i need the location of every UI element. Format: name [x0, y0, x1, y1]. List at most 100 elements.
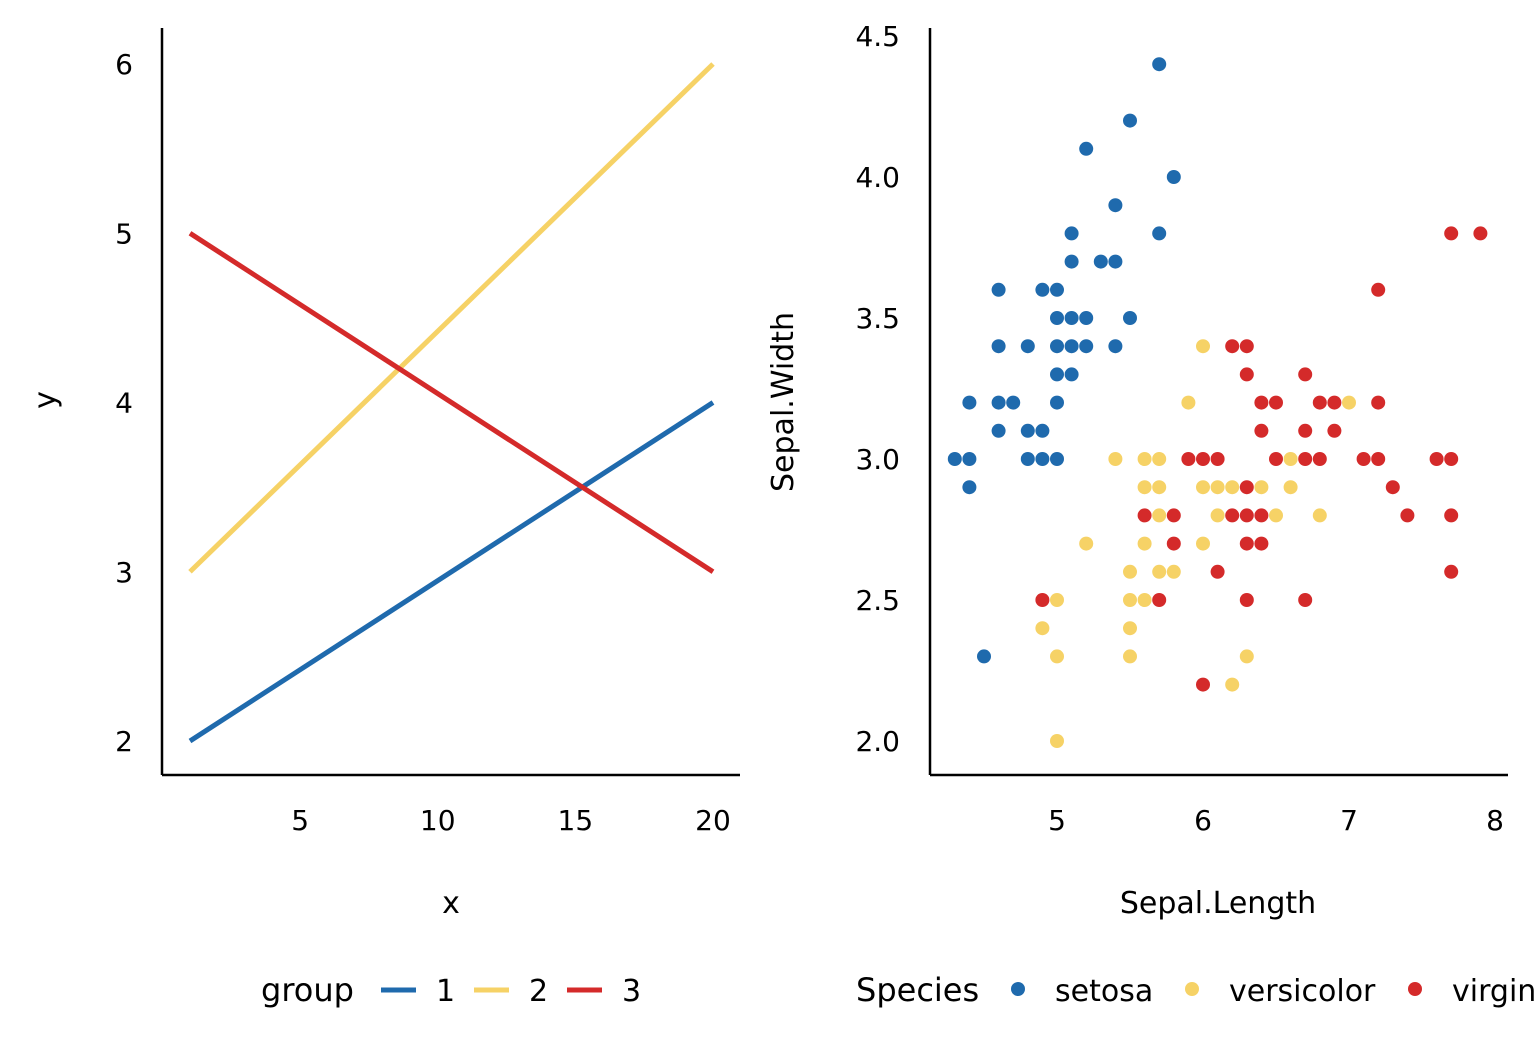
scatter-point-versicolor — [1123, 649, 1137, 664]
scatter-point-versicolor — [1079, 536, 1094, 551]
scatter-point-setosa — [1108, 254, 1123, 269]
scatter-point-setosa — [1108, 198, 1123, 213]
scatter-point-virgin — [1444, 226, 1459, 241]
scatter-point-versicolor — [1137, 480, 1152, 495]
scatter-point-setosa — [1006, 395, 1021, 410]
left-x-axis-label: x — [442, 886, 460, 921]
scatter-point-setosa — [991, 282, 1006, 297]
line-series-1 — [188, 400, 715, 744]
scatter-point-versicolor — [1152, 452, 1167, 466]
scatter-point-virgin — [1444, 564, 1459, 579]
scatter-point-versicolor — [1123, 593, 1137, 607]
scatter-point-virgin — [1269, 452, 1283, 466]
scatter-point-setosa — [1064, 339, 1079, 354]
right-y-tick-label: 2.5 — [855, 584, 900, 617]
scatter-point-virgin — [1327, 423, 1342, 438]
scatter-point-versicolor — [1239, 649, 1254, 664]
scatter-point-setosa — [1050, 367, 1064, 382]
scatter-point-setosa — [1064, 367, 1079, 382]
scatter-point-setosa — [1079, 311, 1094, 325]
scatter-point-versicolor — [1050, 649, 1064, 664]
scatter-point-virgin — [1444, 508, 1459, 523]
right-x-tick-label: 8 — [1486, 804, 1504, 837]
left-legend: group 1 2 3 — [261, 971, 641, 1009]
scatter-point-versicolor — [1283, 452, 1298, 466]
left-y-tick-label: 6 — [115, 48, 133, 81]
right-y-tick-label: 2.0 — [855, 725, 900, 758]
scatter-point-virgin — [1473, 226, 1488, 241]
line-chart-panel: 5 10 15 20 2 3 4 5 6 x y group 1 2 3 — [28, 28, 740, 1009]
scatter-point-virgin — [1210, 452, 1225, 466]
scatter-point-setosa — [1050, 395, 1064, 410]
scatter-point-virgin — [1429, 452, 1444, 466]
right-x-tick-label: 6 — [1194, 804, 1212, 837]
right-y-tick-label: 4.0 — [855, 161, 900, 194]
scatter-point-setosa — [1108, 339, 1123, 354]
scatter-point-setosa — [1035, 423, 1050, 438]
scatter-point-setosa — [1093, 254, 1108, 269]
scatter-point-versicolor — [1210, 480, 1225, 495]
right-y-tick-labels: 2.0 2.5 3.0 3.5 4.0 4.5 — [855, 20, 900, 758]
scatter-point-versicolor — [1152, 508, 1167, 523]
scatter-point-virgin — [1254, 423, 1269, 438]
scatter-point-setosa — [1123, 113, 1137, 128]
scatter-point-versicolor — [1123, 621, 1137, 636]
right-y-tick-label: 3.5 — [855, 302, 900, 335]
legend-label-1: 1 — [436, 974, 455, 1009]
scatter-point-virgin — [1312, 395, 1327, 410]
scatter-point-setosa — [1152, 226, 1167, 241]
scatter-point-virgin — [1196, 452, 1210, 466]
scatter-point-virgin — [1254, 395, 1269, 410]
scatter-point-virgin — [1210, 564, 1225, 579]
scatter-point-versicolor — [1137, 536, 1152, 551]
scatter-point-virgin — [1269, 395, 1283, 410]
scatter-point-virgin — [1181, 452, 1196, 466]
scatter-point-versicolor — [1254, 480, 1269, 495]
scatter-point-setosa — [1020, 423, 1035, 438]
scatter-point-virgin — [1225, 339, 1240, 354]
scatter-point-setosa — [1035, 282, 1050, 297]
scatter-chart-panel: 5 6 7 8 2.0 2.5 3.0 3.5 4.0 4.5 Sepal.Length Sep… — [766, 20, 1536, 1009]
scatter-point-setosa — [1064, 254, 1079, 269]
scatter-point-versicolor — [1181, 395, 1196, 410]
scatter-point-setosa — [1064, 311, 1079, 325]
scatter-point-virgin — [1196, 677, 1210, 692]
scatter-point-setosa — [1152, 57, 1167, 72]
scatter-point-setosa — [1166, 170, 1181, 184]
left-y-tick-label: 3 — [115, 556, 133, 589]
scatter-point-virgin — [1298, 367, 1313, 382]
scatter-point-versicolor — [1035, 621, 1050, 636]
scatter-point-setosa — [1035, 452, 1050, 466]
scatter-points-group — [947, 57, 1488, 748]
scatter-point-virgin — [1312, 452, 1327, 466]
right-y-axis-label: Sepal.Width — [766, 312, 801, 492]
scatter-point-virgin — [1254, 536, 1269, 551]
left-y-axis-label: y — [28, 391, 63, 409]
scatter-point-setosa — [977, 649, 991, 664]
scatter-point-virgin — [1298, 423, 1313, 438]
scatter-point-virgin — [1239, 367, 1254, 382]
left-x-tick-label: 20 — [695, 804, 731, 837]
scatter-point-versicolor — [1225, 480, 1240, 495]
scatter-point-setosa — [1079, 141, 1094, 156]
scatter-point-virgin — [1152, 593, 1167, 607]
scatter-point-versicolor — [1342, 395, 1356, 410]
scatter-point-virgin — [1356, 452, 1371, 466]
legend-label-3: 3 — [622, 974, 641, 1009]
left-y-tick-label: 5 — [115, 217, 133, 250]
scatter-point-setosa — [962, 395, 977, 410]
left-x-tick-label: 15 — [558, 804, 594, 837]
scatter-point-virgin — [1137, 508, 1152, 523]
scatter-point-versicolor — [1108, 452, 1123, 466]
scatter-point-setosa — [1079, 339, 1094, 354]
scatter-point-versicolor — [1050, 734, 1064, 748]
left-x-tick-label: 10 — [420, 804, 456, 837]
right-legend: Species setosa versicolor virgin — [856, 971, 1536, 1009]
left-y-tick-label: 4 — [115, 387, 133, 420]
scatter-point-virgin — [1239, 480, 1254, 495]
legend-key-dot-virginica — [1408, 982, 1422, 996]
line-series-2 — [188, 62, 715, 574]
scatter-point-virgin — [1371, 452, 1386, 466]
legend-key-dot-versicolor — [1185, 982, 1199, 996]
